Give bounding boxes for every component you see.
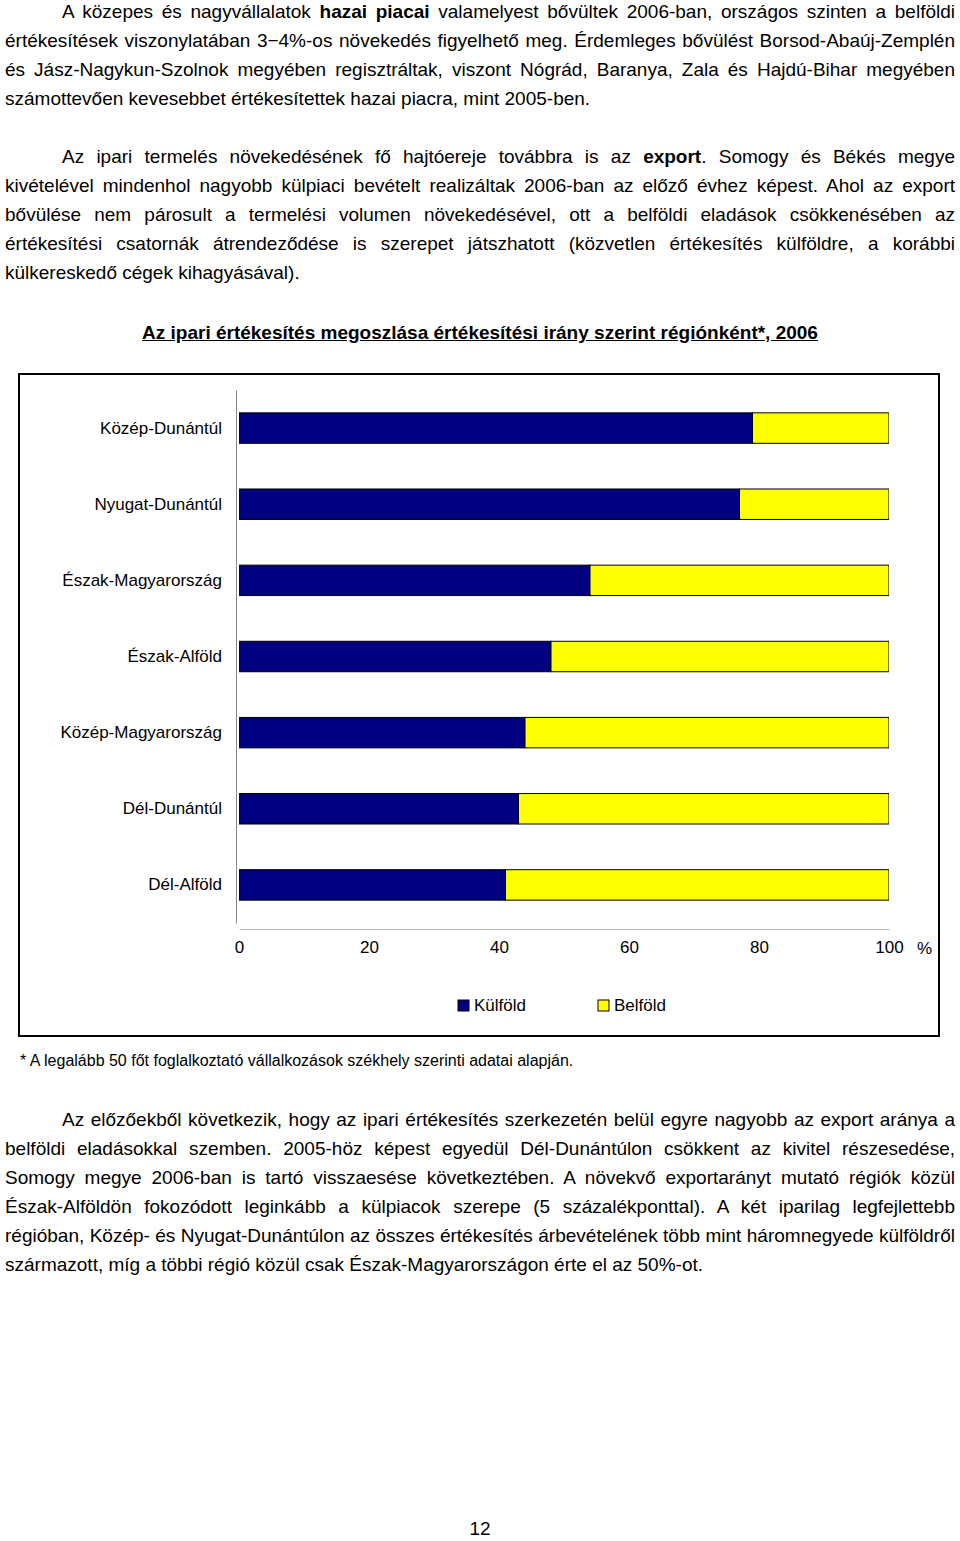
x-tick: 20 xyxy=(360,929,379,957)
legend-label: Belföld xyxy=(614,996,666,1015)
y-tick: Nyugat-Dunántúl xyxy=(94,495,236,514)
y-tick: Közép-Magyarország xyxy=(60,723,236,742)
paragraph: Az ipari termelés növekedésének fő hajtó… xyxy=(5,142,955,287)
y-tick-label: Dél-Dunántúl xyxy=(123,799,222,818)
paragraph: A közepes és nagyvállalatok hazai piacai… xyxy=(5,0,955,113)
chart: Közép-Dunántúl Nyugat-Dunántúl Észak-Magya… xyxy=(18,373,941,1038)
x-tick: 80 xyxy=(750,929,769,957)
y-tick: Közép-Dunántúl xyxy=(100,419,236,438)
y-tick-label: Dél-Alföld xyxy=(148,875,222,894)
bar-segment xyxy=(551,641,889,671)
bar-segment xyxy=(239,641,551,671)
y-tick: Dél-Alföld xyxy=(148,875,236,894)
bar-segment xyxy=(239,870,506,900)
bar-segment xyxy=(519,794,890,824)
x-tick-label: 60 xyxy=(620,938,639,957)
y-axis-line xyxy=(236,391,237,924)
bold-text: hazai piacai xyxy=(320,1,430,22)
chart-title: Az ipari értékesítés megoszlása értékesí… xyxy=(0,322,960,344)
page-number: 12 xyxy=(0,1518,960,1540)
x-tick-label: 100 xyxy=(875,938,903,957)
text-run: A közepes és nagyvállalatok xyxy=(62,1,320,22)
legend: Külföld Belföld xyxy=(458,996,666,1015)
footnote: * A legalább 50 főt foglalkoztató vállal… xyxy=(20,1052,573,1070)
text-run: Az előzőekből következik, hogy az ipari … xyxy=(5,1109,955,1275)
legend-label: Külföld xyxy=(474,996,526,1015)
y-tick: Észak-Magyarország xyxy=(62,571,236,590)
paragraph: Az előzőekből következik, hogy az ipari … xyxy=(5,1105,955,1279)
x-axis-label: % xyxy=(917,939,932,958)
x-tick-label: 0 xyxy=(235,938,244,957)
bar-segment xyxy=(506,870,890,900)
bar-segment xyxy=(239,717,525,747)
legend-swatch xyxy=(598,1000,609,1011)
bar-segment xyxy=(239,489,740,519)
y-tick-label: Észak-Alföld xyxy=(128,647,222,666)
x-tick-label: 80 xyxy=(750,938,769,957)
y-tick-label: Észak-Magyarország xyxy=(62,571,222,590)
bar-segment xyxy=(239,794,519,824)
bar-segment xyxy=(590,565,889,595)
bar-segment xyxy=(239,413,753,443)
bars xyxy=(239,413,889,900)
x-tick-label: 20 xyxy=(360,938,379,957)
x-axis-line xyxy=(240,929,890,930)
y-tick: Észak-Alföld xyxy=(128,647,236,666)
bar-segment xyxy=(239,565,590,595)
x-axis: 0 20 40 60 80 100 xyxy=(235,929,904,957)
y-tick-label: Közép-Magyarország xyxy=(60,723,222,742)
bar-segment xyxy=(740,489,890,519)
y-tick: Dél-Dunántúl xyxy=(123,799,236,818)
legend-swatch xyxy=(458,1000,469,1011)
x-tick: 100 xyxy=(875,929,903,957)
y-tick-label: Közép-Dunántúl xyxy=(100,419,222,438)
bold-text: export xyxy=(643,146,701,167)
x-tick-label: 40 xyxy=(490,938,509,957)
y-axis: Közép-Dunántúl Nyugat-Dunántúl Észak-Magya… xyxy=(60,391,236,924)
y-tick-label: Nyugat-Dunántúl xyxy=(94,495,222,514)
chart-frame xyxy=(19,374,939,1036)
bar-segment xyxy=(525,717,889,747)
x-tick: 0 xyxy=(235,929,244,957)
x-tick: 60 xyxy=(620,929,639,957)
bar-segment xyxy=(753,413,890,443)
x-tick: 40 xyxy=(490,929,509,957)
text-run: Az ipari termelés növekedésének fő hajtó… xyxy=(62,146,643,167)
